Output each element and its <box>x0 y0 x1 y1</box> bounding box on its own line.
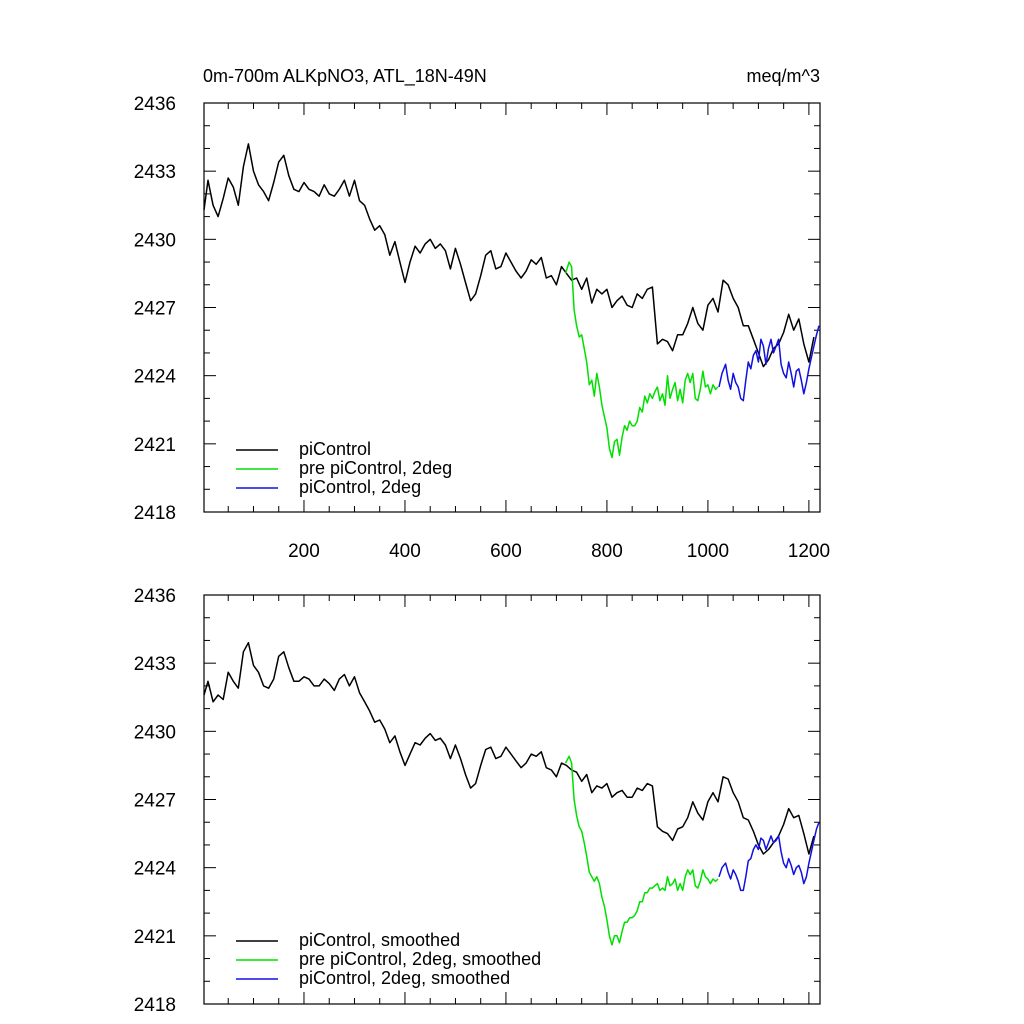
legend-label: piControl <box>299 439 371 459</box>
series-line-3 <box>718 325 820 402</box>
series-line-3 <box>718 821 820 892</box>
y-tick-label: 2433 <box>134 654 176 675</box>
bottom-chart: 2418 2421 2424 2427 2430 2433 2436 piControl, s… <box>134 586 821 1016</box>
y-tick-label: 2430 <box>134 722 176 743</box>
top-chart: 0m-700m ALKpNO3, ATL_18N-49N meq/m^3 241… <box>134 66 830 562</box>
x-tick-label: 400 <box>389 541 421 562</box>
legend-label: piControl, 2deg, smoothed <box>299 968 510 988</box>
x-tick-label: 1200 <box>788 541 830 562</box>
x-tick-label: 1000 <box>687 541 729 562</box>
legend-label: piControl, 2deg <box>299 477 421 497</box>
y-tick-label: 2436 <box>134 94 176 115</box>
y-tick-label: 2430 <box>134 230 176 251</box>
y-tick-label: 2427 <box>134 299 176 320</box>
plot-frame <box>203 102 821 513</box>
bottom-chart-plot: 2418 2421 2424 2427 2430 2433 2436 piControl, s… <box>134 586 821 1016</box>
y-tick-label: 2421 <box>134 927 176 948</box>
top-chart-units: meq/m^3 <box>747 66 820 86</box>
y-tick-label: 2418 <box>134 995 176 1016</box>
x-tick-label: 200 <box>288 541 320 562</box>
legend-label: pre piControl, 2deg, smoothed <box>299 949 541 969</box>
series-line-2 <box>564 261 719 459</box>
y-tick-label: 2424 <box>134 859 177 880</box>
y-tick-label: 2421 <box>134 435 176 456</box>
top-chart-plot: 2418 2421 2424 2427 2430 2433 2436 200 400 600 800… <box>134 94 830 562</box>
y-tick-label: 2433 <box>134 162 176 183</box>
top-chart-title: 0m-700m ALKpNO3, ATL_18N-49N <box>203 66 487 87</box>
legend-label: pre piControl, 2deg <box>299 458 452 478</box>
y-tick-label: 2418 <box>134 503 176 524</box>
plot-frame <box>203 594 821 1005</box>
series-line-1 <box>203 641 815 855</box>
y-tick-label: 2436 <box>134 586 176 607</box>
x-tick-label: 800 <box>591 541 623 562</box>
y-tick-label: 2424 <box>134 367 177 388</box>
legend-label: piControl, smoothed <box>299 930 460 950</box>
series-line-1 <box>203 143 815 368</box>
x-tick-label: 600 <box>490 541 522 562</box>
series-line-2 <box>564 755 719 946</box>
y-tick-label: 2427 <box>134 791 176 812</box>
